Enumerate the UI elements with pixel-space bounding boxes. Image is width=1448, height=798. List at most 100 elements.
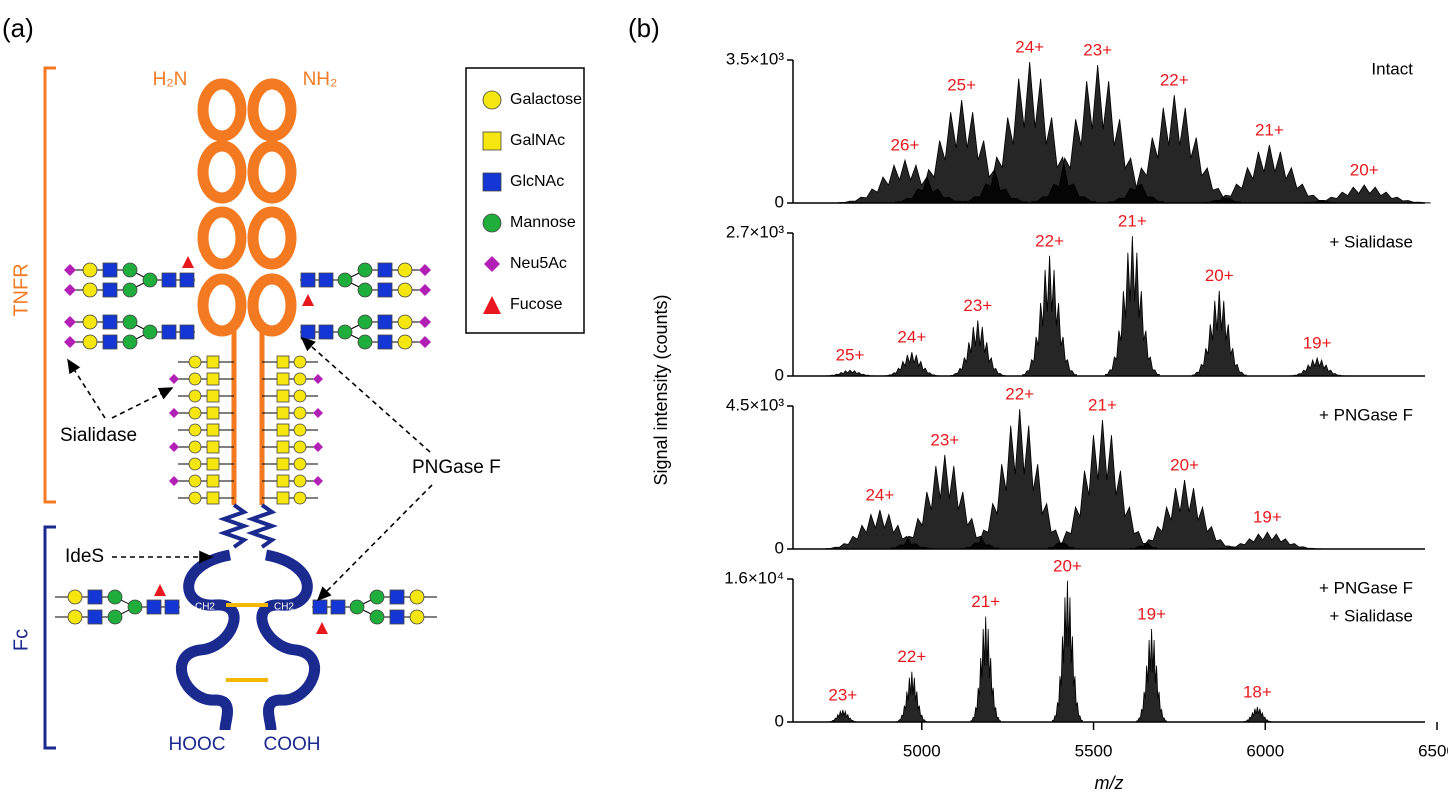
glycan-residue [188,491,202,505]
glycan-residue [409,609,425,625]
glycan-residue [330,599,346,615]
peak [1052,580,1083,723]
domain-label: CH3 [274,679,294,690]
glycan-residue [397,314,413,330]
peak [1130,479,1239,550]
glycan-residue [357,314,373,330]
ring [197,78,247,142]
glycan-residue [169,374,179,384]
charge-label: 19+ [1137,605,1166,624]
glycan-residue [122,334,138,350]
glycan-residue [206,457,220,471]
glycan-residue [82,282,98,298]
fc-chain [256,549,320,731]
x-tick-label: 6500 [1418,741,1448,760]
y-axis-label: Signal intensity (counts) [651,294,671,485]
glycan-residue [102,314,118,330]
spectrum-title: Intact [1371,59,1413,78]
charge-label: 22+ [897,647,926,666]
peak [1104,236,1160,377]
glycan-residue [182,256,194,268]
glycan-residue [206,372,220,386]
arrow [300,336,431,453]
terminus: HOOC [169,734,226,755]
glycan-residue [302,294,314,306]
charge-label: 19+ [1253,508,1282,527]
charge-label: 24+ [897,328,926,347]
glycan-residue [64,284,76,296]
spectrum-title: + Sialidase [1329,606,1413,625]
glycan-residue [318,272,334,288]
glycan-residue [482,172,502,192]
glycan-residue [188,372,202,386]
charge-label: 21+ [1255,120,1284,139]
enzyme-label: PNGase F [412,457,501,478]
ring [197,140,247,204]
charge-label: 23+ [828,685,857,704]
glycan-residue [102,334,118,350]
glycan-residue [377,314,393,330]
glycan-residue [276,457,290,471]
charge-label: 18+ [1243,682,1272,701]
legend-label: Neu5Ac [510,255,567,272]
glycan-residue [337,272,353,288]
glycan-residue [293,440,307,454]
glycan-residue [169,476,179,486]
glycan-residue [357,334,373,350]
glycan-residue [276,355,290,369]
glycan-residue [419,316,431,328]
domain-label: CH2 [274,602,294,613]
glycan-residue [107,609,123,625]
charge-label: 20+ [1170,456,1199,475]
ring [197,206,247,270]
charge-label: 26+ [891,136,920,155]
peak [1212,531,1322,550]
peak [1289,356,1345,377]
glycan-residue [419,284,431,296]
glycan-residue [87,589,103,605]
glycan-residue [419,336,431,348]
peak [1203,144,1336,204]
glycan-residue [293,406,307,420]
glycan-residue [67,609,83,625]
glycan-residue [409,589,425,605]
legend-label: GalNAc [510,132,565,149]
glycan-residue [276,389,290,403]
ring [247,273,297,337]
glycan-residue [369,589,385,605]
glycan-residue [206,406,220,420]
glycan-residue [82,262,98,278]
charge-label: 21+ [1088,395,1117,414]
peak [1297,184,1431,204]
glycan-residue [349,599,365,615]
legend-box [465,67,585,334]
charge-label: 21+ [1118,212,1147,231]
glycan-residue [276,372,290,386]
charge-label: 20+ [1205,266,1234,285]
legend-label: Mannose [510,214,576,231]
glycan-residue [293,491,307,505]
glycan-residue [300,324,316,340]
charge-label: 23+ [963,296,992,315]
glycan-residue [389,609,405,625]
glycan-residue [188,440,202,454]
hinge [217,503,279,549]
glycan-residue [102,262,118,278]
ring [247,140,297,204]
tnfr-bracket [43,66,56,504]
charge-label: 20+ [1350,161,1379,180]
glycan-residue [377,334,393,350]
ring [197,273,247,337]
charge-label: 22+ [1160,71,1189,90]
terminus: NH₂ [303,69,338,90]
charts: 0 3.5×10³ Intact 26+ 25+ 24+ 23+ 22+ 21+ 20+ 0 2.7×… [724,38,1448,793]
arrow [316,484,433,602]
enzyme-label: IdeS [65,546,104,567]
charge-label: 22+ [1005,385,1034,404]
glycan-residue [188,389,202,403]
glycan-residue [313,374,323,384]
glycan-residue [397,334,413,350]
peak [896,671,928,723]
